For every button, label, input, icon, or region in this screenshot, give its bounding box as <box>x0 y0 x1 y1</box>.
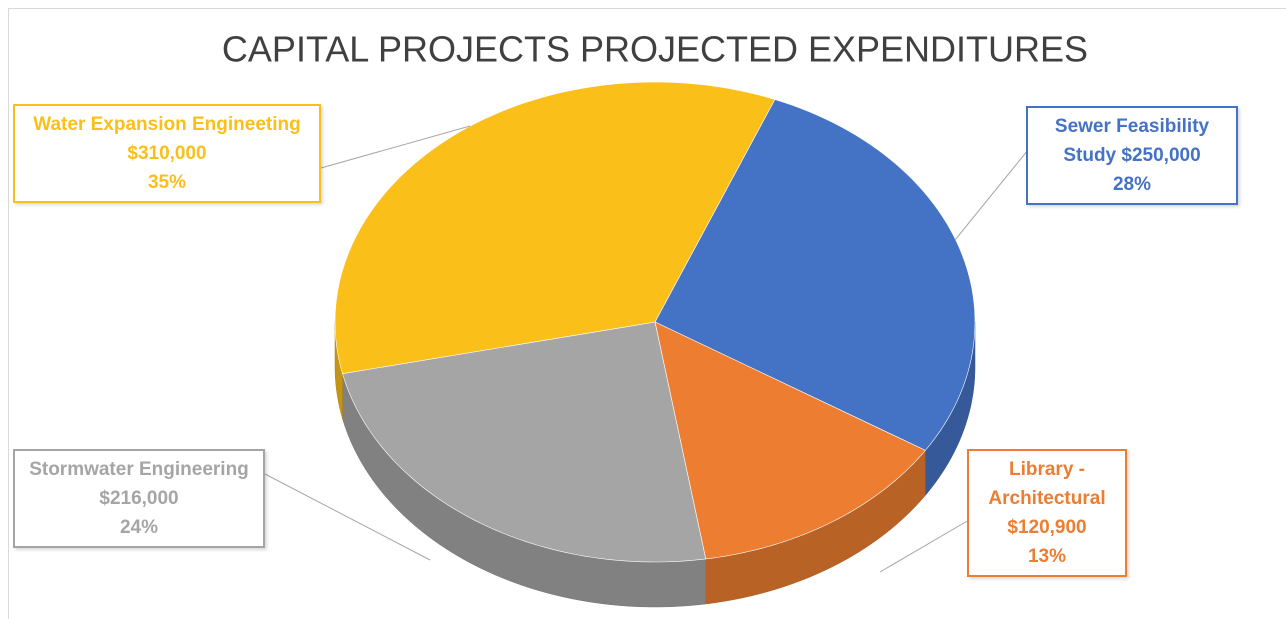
label-name: Stormwater Engineering <box>29 459 249 480</box>
label-percent: 24% <box>119 517 159 538</box>
data-label: Library - Architectural $120,900 13% <box>967 449 1127 577</box>
leader-line <box>954 149 1029 241</box>
chart-title: CAPITAL PROJECTS PROJECTED EXPENDITURES <box>222 29 1088 70</box>
label-value: $120,900 <box>1007 517 1087 538</box>
label-value: $216,000 <box>99 488 179 509</box>
leader-line <box>320 125 471 169</box>
slice <box>334 81 776 374</box>
label-percent: 28% <box>1112 174 1152 195</box>
leader-line <box>264 473 431 561</box>
slice <box>342 321 707 563</box>
data-label: Sewer Feasibility Study $250,000 28% <box>1026 106 1238 205</box>
label-value: $310,000 <box>127 143 207 164</box>
label-percent: 35% <box>147 172 187 193</box>
label-name: Water Expansion Engineeting <box>33 114 301 135</box>
slice <box>654 99 976 451</box>
label-value: $250,000 <box>1121 145 1201 166</box>
label-name: Sewer Feasibility Study <box>1054 116 1210 166</box>
slice <box>654 321 926 560</box>
data-label: Stormwater Engineering $216,000 24% <box>13 449 265 548</box>
label-name: Library - Architectural <box>988 459 1106 509</box>
data-label: Water Expansion Engineeting $310,000 35% <box>13 104 321 203</box>
label-percent: 13% <box>1027 546 1067 567</box>
leader-line <box>879 519 970 573</box>
